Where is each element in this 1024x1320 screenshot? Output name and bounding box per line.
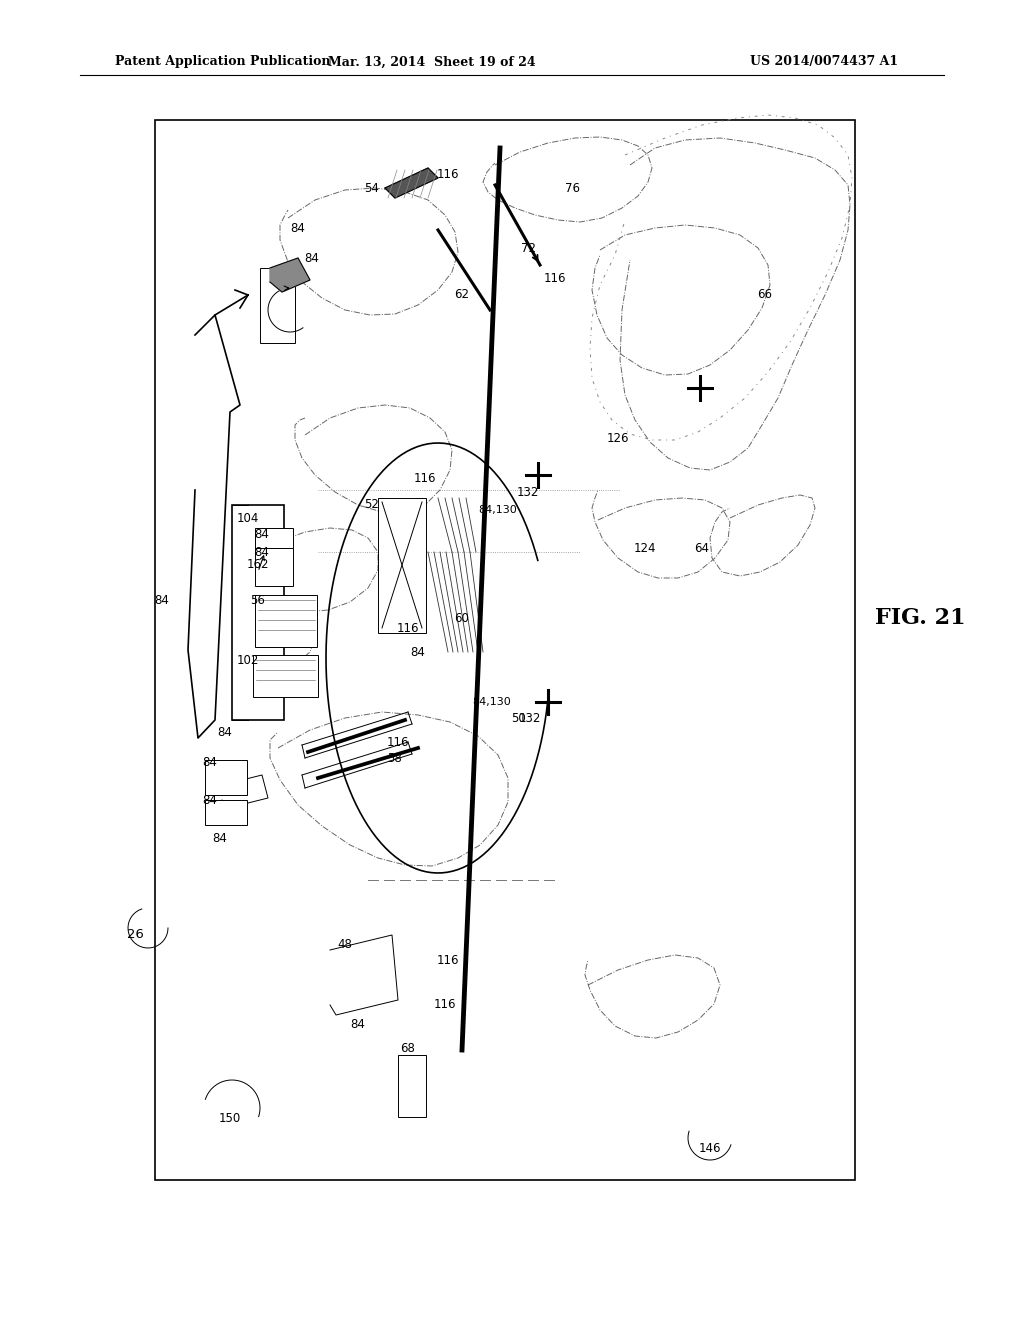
Text: 48: 48: [338, 939, 352, 952]
Text: 84: 84: [350, 1019, 366, 1031]
Bar: [232, 506, 284, 719]
Text: Mar. 13, 2014  Sheet 19 of 24: Mar. 13, 2014 Sheet 19 of 24: [328, 55, 536, 69]
Bar: [253, 655, 318, 697]
Text: 102: 102: [237, 653, 259, 667]
Text: 116: 116: [437, 169, 459, 181]
Text: 56: 56: [251, 594, 265, 606]
Text: 84: 84: [217, 726, 232, 738]
Text: 132: 132: [517, 486, 540, 499]
Bar: [155, 120, 855, 1180]
Text: 84: 84: [203, 793, 217, 807]
Text: 84: 84: [304, 252, 319, 264]
Bar: [260, 268, 295, 343]
Text: 104: 104: [237, 511, 259, 524]
Polygon shape: [188, 315, 240, 738]
Polygon shape: [385, 168, 438, 198]
Text: 84: 84: [255, 545, 269, 558]
Text: 84: 84: [255, 528, 269, 541]
Polygon shape: [270, 257, 310, 292]
Text: 26: 26: [127, 928, 143, 941]
Polygon shape: [330, 935, 398, 1015]
Text: 116: 116: [437, 953, 459, 966]
Bar: [378, 498, 426, 634]
Bar: [255, 548, 293, 586]
Text: 116: 116: [544, 272, 566, 285]
Text: US 2014/0074437 A1: US 2014/0074437 A1: [750, 55, 898, 69]
Text: 66: 66: [758, 289, 772, 301]
Text: 124: 124: [634, 541, 656, 554]
Text: 116: 116: [414, 471, 436, 484]
Text: 116: 116: [434, 998, 457, 1011]
Text: 84: 84: [203, 755, 217, 768]
Text: 68: 68: [400, 1041, 416, 1055]
Text: 126: 126: [607, 432, 630, 445]
Text: 162: 162: [247, 558, 269, 572]
Text: 60: 60: [455, 611, 469, 624]
Text: 50: 50: [511, 711, 525, 725]
Text: 54: 54: [365, 181, 380, 194]
Text: 146: 146: [698, 1142, 721, 1155]
Bar: [255, 528, 293, 548]
Text: 132: 132: [519, 711, 542, 725]
Text: 64: 64: [694, 541, 710, 554]
Text: 58: 58: [388, 751, 402, 764]
Text: 72: 72: [520, 242, 536, 255]
Polygon shape: [222, 775, 268, 808]
Text: 84: 84: [155, 594, 169, 606]
Text: 116: 116: [387, 735, 410, 748]
Bar: [255, 595, 317, 647]
Bar: [205, 760, 247, 795]
Bar: [398, 1055, 426, 1117]
Text: 150: 150: [219, 1111, 241, 1125]
Text: 52: 52: [365, 499, 380, 511]
Text: Patent Application Publication: Patent Application Publication: [115, 55, 331, 69]
Text: 84: 84: [411, 645, 425, 659]
Text: 84,130: 84,130: [478, 506, 517, 515]
Text: 62: 62: [455, 289, 469, 301]
Text: 76: 76: [564, 181, 580, 194]
Text: 84,130: 84,130: [473, 697, 511, 708]
Text: 116: 116: [396, 622, 419, 635]
Text: 84: 84: [291, 222, 305, 235]
Text: FIG. 21: FIG. 21: [874, 607, 966, 630]
Bar: [205, 800, 247, 825]
Text: 84: 84: [213, 832, 227, 845]
